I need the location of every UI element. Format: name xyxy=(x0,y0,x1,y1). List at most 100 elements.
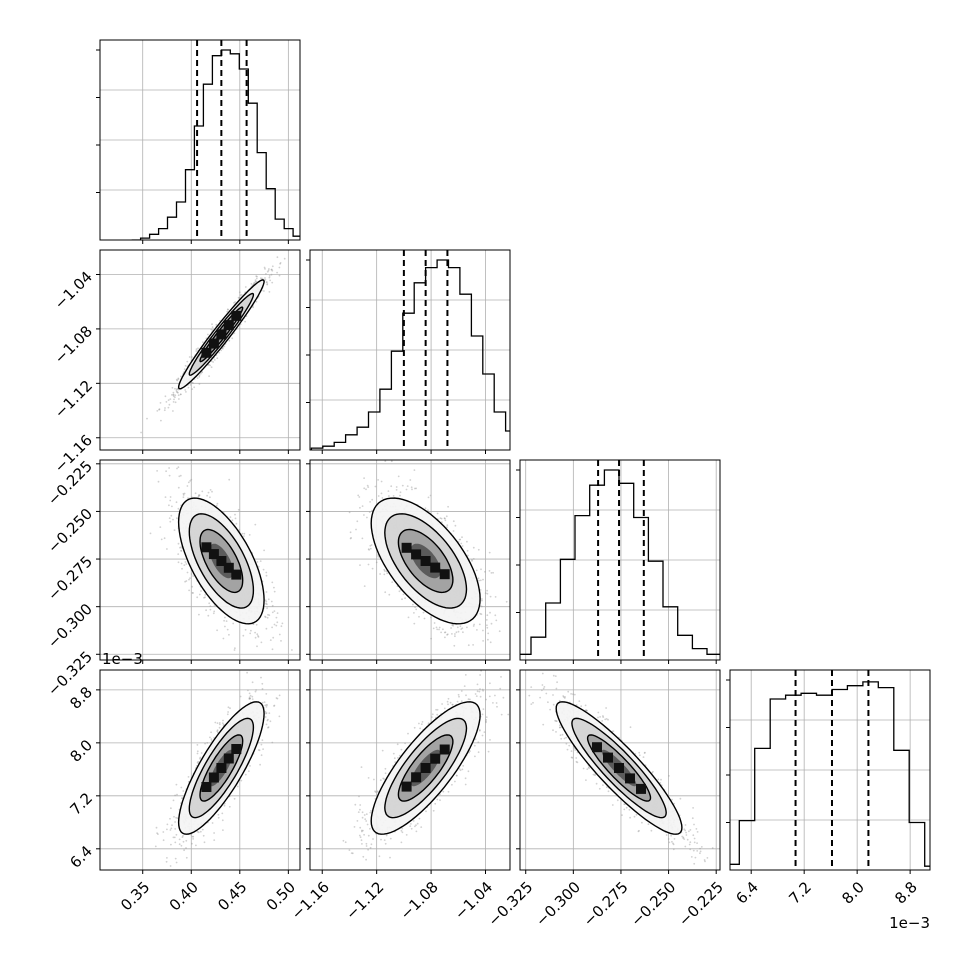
sample-point xyxy=(211,326,214,329)
sample-point xyxy=(363,514,365,516)
sample-point xyxy=(200,590,202,592)
sample-point xyxy=(429,494,432,497)
sample-point xyxy=(160,538,163,541)
sample-point xyxy=(169,398,172,400)
sample-point xyxy=(498,630,501,633)
sample-point xyxy=(267,613,269,616)
sample-point xyxy=(471,559,473,561)
sample-point xyxy=(254,279,257,282)
sample-point xyxy=(209,489,212,491)
sample-point xyxy=(239,294,242,297)
sample-point xyxy=(188,578,190,581)
sample-point xyxy=(263,290,265,292)
sample-point xyxy=(269,667,271,669)
sample-point xyxy=(424,507,427,510)
sample-point xyxy=(182,494,185,496)
sample-point xyxy=(369,544,372,547)
sample-point xyxy=(260,676,262,679)
sample-point xyxy=(220,349,223,352)
sample-point xyxy=(367,548,370,550)
sample-point xyxy=(384,460,387,462)
sample-point xyxy=(190,573,193,575)
sample-point xyxy=(248,692,251,695)
sample-point xyxy=(440,631,442,634)
sample-point xyxy=(173,529,176,531)
sample-point xyxy=(413,622,416,625)
sample-point xyxy=(476,629,478,631)
sample-point xyxy=(427,509,429,512)
sample-point xyxy=(191,381,193,384)
sample-point xyxy=(267,598,270,601)
sample-point xyxy=(218,351,221,354)
sample-point xyxy=(390,485,393,488)
sample-point xyxy=(379,573,381,575)
sample-point xyxy=(407,616,410,619)
sample-point xyxy=(227,706,230,709)
sample-point xyxy=(185,856,188,859)
sample-point xyxy=(291,649,293,651)
sample-point xyxy=(149,532,152,535)
sample-point xyxy=(276,621,279,624)
panel-content xyxy=(140,256,286,434)
sample-point xyxy=(264,704,267,707)
sample-point xyxy=(278,274,281,277)
sample-point xyxy=(257,636,260,638)
sample-point xyxy=(172,394,175,396)
sample-point xyxy=(270,268,273,271)
sample-point xyxy=(388,593,391,596)
sample-point xyxy=(234,647,236,650)
sample-point xyxy=(224,616,226,619)
sample-point xyxy=(363,585,366,587)
sample-point xyxy=(454,635,456,638)
sample-point xyxy=(254,631,256,634)
panel-content xyxy=(149,466,293,669)
sample-point xyxy=(199,372,202,375)
density-peak-cell xyxy=(231,569,242,580)
sample-point xyxy=(159,402,162,404)
sample-point xyxy=(457,630,460,633)
sample-point xyxy=(175,378,178,381)
panel-frame xyxy=(99,39,301,241)
sample-point xyxy=(180,844,183,847)
sample-point xyxy=(249,694,252,697)
sample-point xyxy=(452,624,454,627)
sample-point xyxy=(380,480,383,483)
sample-point xyxy=(255,280,258,283)
sample-point xyxy=(257,565,260,568)
sample-point xyxy=(445,515,448,518)
sample-point xyxy=(264,268,266,270)
sample-point xyxy=(182,492,185,495)
sample-point xyxy=(270,268,273,271)
density-peak-cell xyxy=(208,549,219,560)
sample-point xyxy=(357,494,360,497)
sample-point xyxy=(197,495,200,498)
sample-point xyxy=(280,625,283,628)
sample-point xyxy=(367,486,370,488)
sample-point xyxy=(222,829,224,831)
sample-point xyxy=(384,591,387,594)
sample-point xyxy=(179,393,182,396)
sample-point xyxy=(446,524,449,527)
sample-point xyxy=(189,384,192,386)
sample-point xyxy=(265,602,267,605)
sample-point xyxy=(185,563,188,565)
sample-point xyxy=(254,690,257,693)
sample-point xyxy=(198,383,201,385)
sample-point xyxy=(266,607,268,609)
sample-point xyxy=(234,513,236,516)
sample-point xyxy=(397,475,400,478)
sample-point xyxy=(164,395,167,398)
sample-point xyxy=(269,279,271,282)
sample-point xyxy=(486,592,489,595)
density-peak-cell xyxy=(411,549,422,560)
sample-point xyxy=(174,396,176,399)
sample-point xyxy=(278,633,281,636)
sample-point xyxy=(278,694,281,697)
sample-point xyxy=(366,516,368,519)
sample-point xyxy=(271,611,274,614)
sample-point xyxy=(392,495,395,497)
sample-point xyxy=(385,570,388,573)
sample-point xyxy=(473,623,475,626)
sample-point xyxy=(207,333,209,336)
sample-point xyxy=(191,356,193,358)
